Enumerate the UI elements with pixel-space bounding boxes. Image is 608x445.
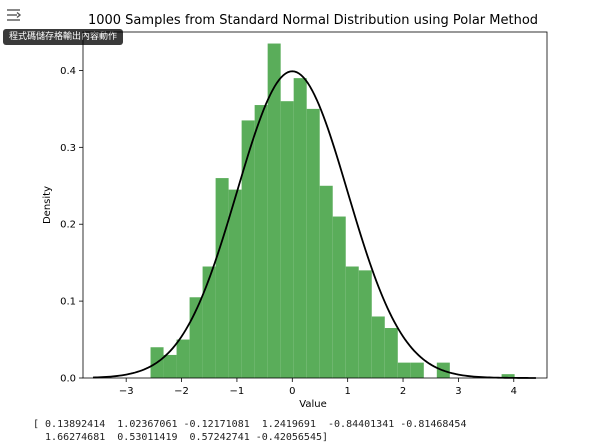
x-tick-label: −1 [230, 386, 245, 397]
histogram-bar [319, 185, 333, 378]
histogram-bars [150, 43, 515, 379]
histogram-bar [345, 266, 359, 378]
collapse-output-icon[interactable] [6, 8, 26, 22]
y-tick-label: 0.1 [60, 297, 76, 308]
y-axis-label: Density [42, 186, 53, 224]
x-tick-label: 1 [344, 386, 350, 397]
histogram-bar [228, 189, 242, 378]
chart-title: 1000 Samples from Standard Normal Distri… [88, 13, 538, 28]
x-tick-label: 2 [400, 386, 406, 397]
y-axis-ticks: 0.0 0.1 0.2 0.3 0.4 [60, 66, 83, 385]
histogram-bar [501, 374, 515, 378]
y-tick-label: 0.3 [60, 143, 76, 154]
normal-pdf-curve [92, 70, 536, 379]
histogram-bar [384, 328, 398, 378]
x-tick-label: 3 [455, 386, 461, 397]
histogram-chart: 1000 Samples from Standard Normal Distri… [42, 13, 548, 410]
histogram-bar [280, 101, 294, 378]
histogram-bar [267, 43, 281, 379]
histogram-bar [254, 105, 268, 379]
x-tick-label: −3 [119, 386, 134, 397]
histogram-bar [202, 266, 216, 378]
y-tick-label: 0.2 [60, 220, 76, 231]
x-tick-label: 4 [511, 386, 517, 397]
histogram-bar [293, 78, 307, 378]
x-axis-ticks: −3 −2 −1 0 1 2 3 4 [119, 378, 517, 397]
pdf-curve-layer [92, 70, 536, 379]
x-tick-label: 0 [289, 386, 295, 397]
histogram-bar [306, 108, 320, 378]
histogram-bar [358, 270, 372, 378]
histogram-bar [371, 316, 385, 378]
histogram-bar [332, 216, 346, 378]
x-axis-label: Value [299, 399, 326, 410]
histogram-bar [215, 178, 229, 378]
histogram-bar [397, 362, 411, 378]
output-actions-tooltip: 程式碼儲存格輸出內容動作 [3, 29, 124, 45]
output-line-2: 1.66274681 0.53011419 0.57242741 -0.4205… [33, 432, 329, 443]
cell-output-text: [ 0.13892414 1.02367061 -0.12171081 1.24… [33, 418, 466, 444]
histogram-bar [410, 362, 424, 378]
y-tick-label: 0.0 [60, 374, 76, 385]
histogram-bar [176, 339, 190, 378]
histogram-bar [163, 354, 177, 378]
y-tick-label: 0.4 [60, 66, 76, 77]
plot-frame [82, 31, 548, 379]
histogram-bar [241, 120, 255, 378]
x-tick-label: −2 [174, 386, 189, 397]
output-line-1: [ 0.13892414 1.02367061 -0.12171081 1.24… [33, 419, 467, 430]
